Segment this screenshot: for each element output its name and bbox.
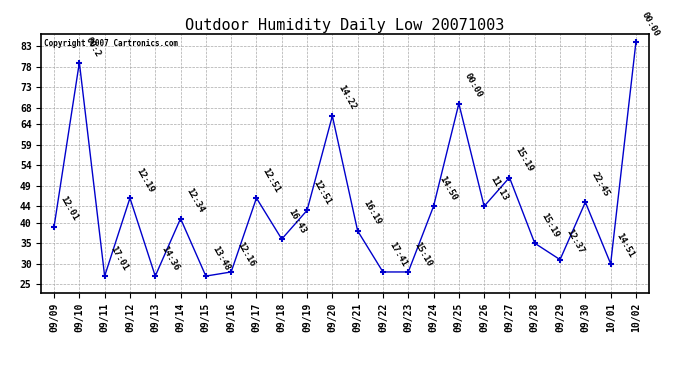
Text: 12:51: 12:51: [311, 178, 333, 206]
Text: 14:36: 14:36: [159, 244, 181, 272]
Text: 12:16: 12:16: [235, 240, 257, 268]
Text: 14:22: 14:22: [337, 84, 357, 112]
Text: 00:00: 00:00: [640, 10, 661, 38]
Text: 14:50: 14:50: [437, 174, 459, 202]
Text: 17:41: 17:41: [387, 240, 408, 268]
Text: Copyright 2007 Cartronics.com: Copyright 2007 Cartronics.com: [44, 39, 179, 48]
Text: 15:10: 15:10: [413, 240, 433, 268]
Text: 00:2: 00:2: [83, 35, 102, 58]
Text: 00:00: 00:00: [463, 72, 484, 99]
Text: 17:01: 17:01: [109, 244, 130, 272]
Text: 11:13: 11:13: [489, 174, 509, 202]
Text: 12:19: 12:19: [134, 166, 155, 194]
Text: 22:45: 22:45: [589, 170, 611, 198]
Text: 16:43: 16:43: [286, 207, 307, 235]
Text: 13:48: 13:48: [210, 244, 231, 272]
Title: Outdoor Humidity Daily Low 20071003: Outdoor Humidity Daily Low 20071003: [186, 18, 504, 33]
Text: 12:51: 12:51: [261, 166, 282, 194]
Text: 15:19: 15:19: [513, 146, 535, 173]
Text: 15:19: 15:19: [539, 211, 560, 239]
Text: 12:37: 12:37: [564, 228, 585, 255]
Text: 14:51: 14:51: [615, 232, 636, 260]
Text: 12:01: 12:01: [58, 195, 79, 223]
Text: 16:19: 16:19: [362, 199, 383, 227]
Text: 12:34: 12:34: [185, 187, 206, 214]
